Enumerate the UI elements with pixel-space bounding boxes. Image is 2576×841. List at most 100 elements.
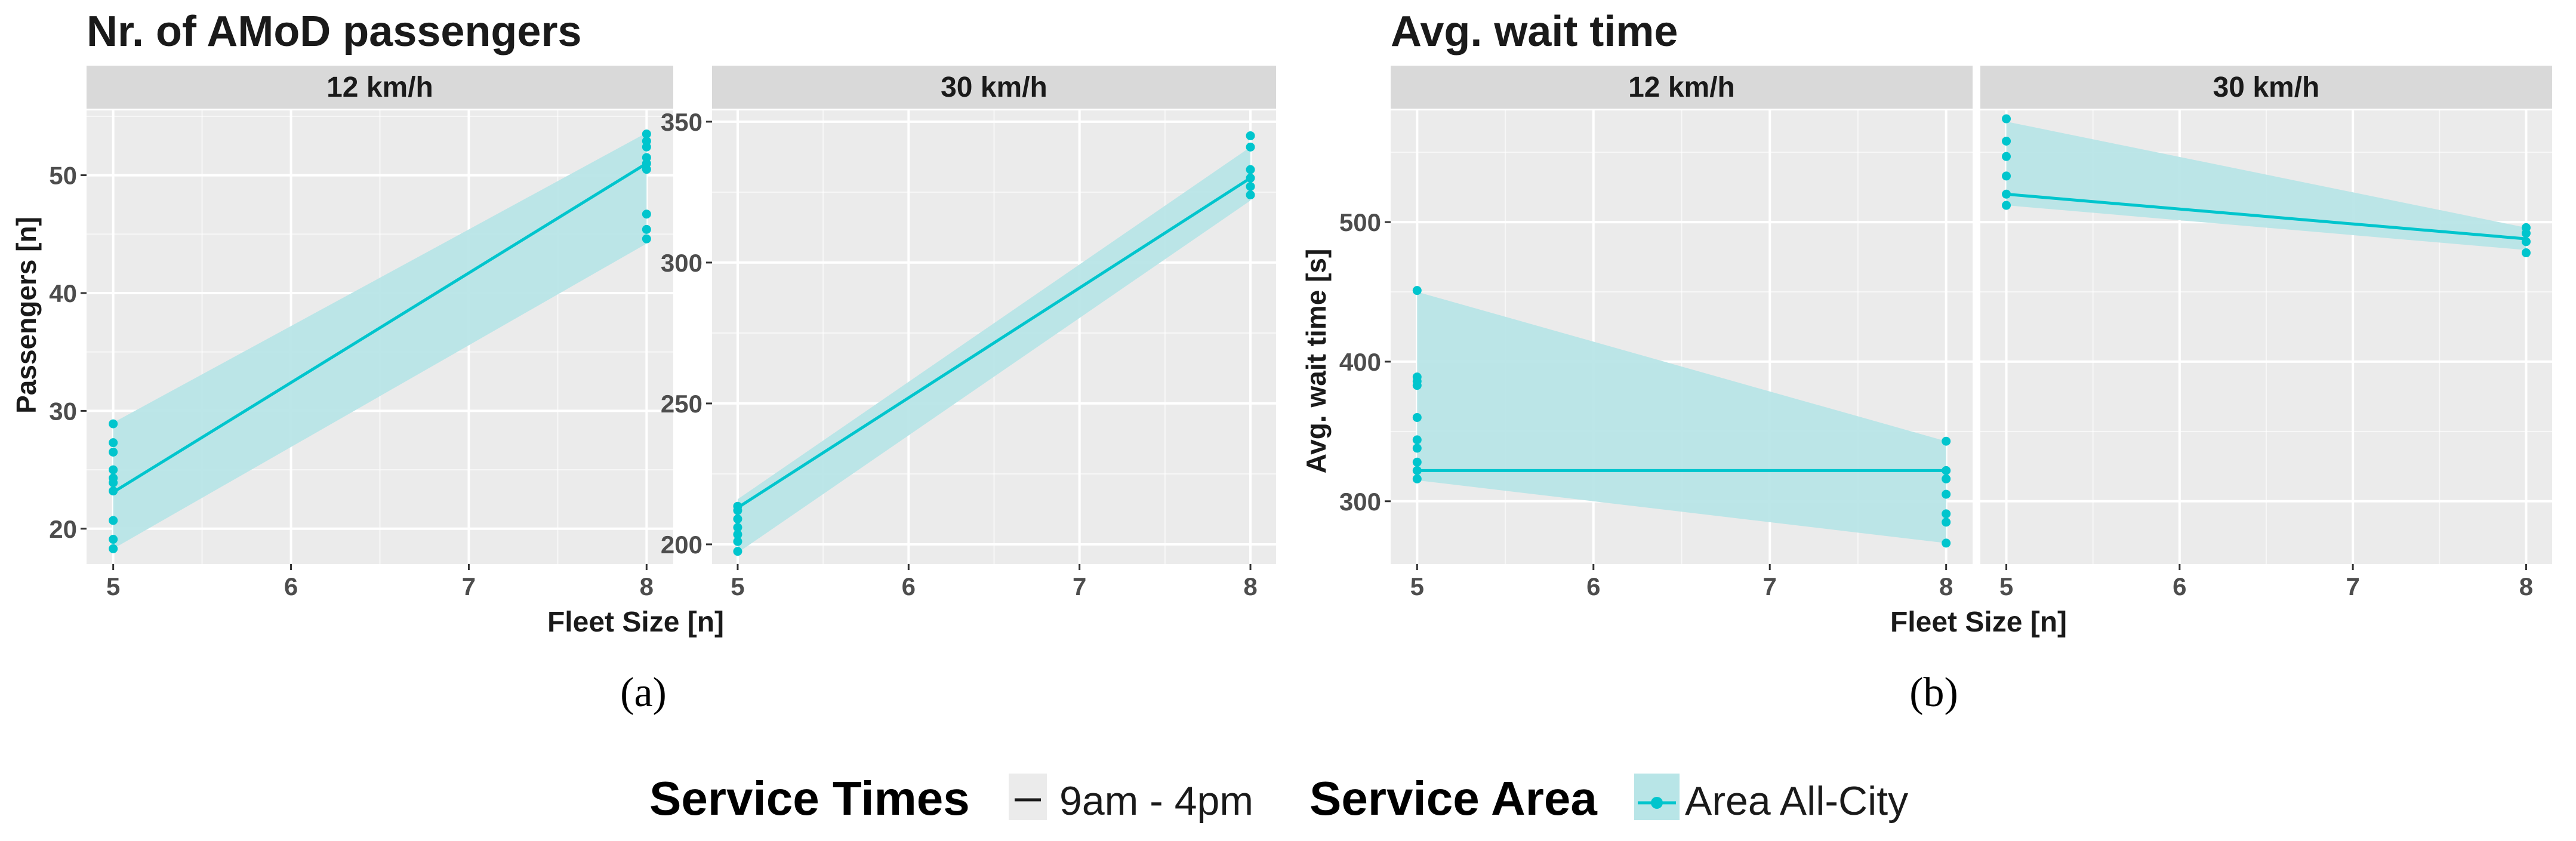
y-tick-label: 40 bbox=[49, 279, 77, 307]
data-point bbox=[733, 523, 742, 532]
data-point bbox=[2002, 189, 2011, 199]
data-point bbox=[1942, 474, 1951, 483]
confidence-ribbon bbox=[1417, 292, 1946, 543]
data-point bbox=[733, 501, 742, 511]
data-point bbox=[642, 129, 651, 138]
figure-b-x-axis-label: Fleet Size [n] bbox=[1890, 606, 2067, 638]
figure-a-y-axis-label: Passengers [n] bbox=[11, 217, 42, 414]
legend-service-area-title: Service Area bbox=[1309, 772, 1597, 825]
data-point bbox=[1942, 436, 1951, 446]
data-point bbox=[1412, 372, 1422, 382]
data-point bbox=[642, 136, 651, 146]
y-tick-label: 500 bbox=[1339, 208, 1381, 236]
data-point bbox=[1412, 443, 1422, 453]
x-tick-label: 5 bbox=[731, 572, 744, 600]
legend-service-area-item: Area All-City bbox=[1685, 778, 1908, 824]
data-point bbox=[1412, 286, 1422, 295]
x-tick-label: 7 bbox=[2346, 572, 2359, 600]
panel-b1: 12 km/h 5 6 7 8 300 400 500 bbox=[1339, 66, 1973, 600]
data-point bbox=[1412, 435, 1422, 445]
y-tick-label: 50 bbox=[49, 162, 77, 190]
x-tick-label: 6 bbox=[902, 572, 916, 600]
data-point bbox=[1412, 474, 1422, 483]
data-point bbox=[2002, 114, 2011, 124]
facet-strip-label: 12 km/h bbox=[326, 72, 433, 103]
y-tick-label: 300 bbox=[1339, 488, 1381, 516]
data-point bbox=[642, 153, 651, 162]
x-tick-label: 5 bbox=[1999, 572, 2013, 600]
data-point bbox=[1246, 142, 1255, 152]
x-tick-label: 7 bbox=[462, 572, 476, 600]
facet-strip bbox=[712, 66, 1276, 109]
legend-service-times-title: Service Times bbox=[649, 772, 970, 825]
figure-a-caption: (a) bbox=[620, 670, 667, 716]
confidence-ribbon bbox=[2006, 121, 2526, 250]
data-point bbox=[1942, 517, 1951, 527]
x-tick-label: 7 bbox=[1073, 572, 1086, 600]
data-point bbox=[1412, 466, 1422, 475]
facet-strip bbox=[1980, 66, 2552, 109]
data-point bbox=[1246, 190, 1255, 200]
facet-strip bbox=[1391, 66, 1973, 109]
data-point bbox=[1942, 538, 1951, 548]
data-point bbox=[109, 465, 118, 475]
panel-b2: 30 km/h 5 6 7 8 bbox=[1980, 66, 2552, 600]
y-tick-label: 300 bbox=[661, 249, 702, 277]
x-tick-label: 6 bbox=[1586, 572, 1600, 600]
data-point bbox=[109, 535, 118, 544]
data-point bbox=[2002, 152, 2011, 161]
data-point bbox=[2002, 136, 2011, 146]
data-point bbox=[2521, 223, 2531, 232]
data-point bbox=[109, 447, 118, 457]
data-point bbox=[1942, 509, 1951, 519]
data-point bbox=[1246, 131, 1255, 140]
y-tick-label: 400 bbox=[1339, 348, 1381, 376]
x-tick-label: 8 bbox=[1243, 572, 1257, 600]
data-point bbox=[109, 486, 118, 496]
facet-strip-label: 30 km/h bbox=[2213, 72, 2320, 103]
facet-strip bbox=[87, 66, 673, 109]
data-point bbox=[1246, 173, 1255, 183]
data-point bbox=[2521, 248, 2531, 258]
x-tick-label: 7 bbox=[1763, 572, 1777, 600]
data-point bbox=[2002, 201, 2011, 210]
figure-b-y-axis-label: Avg. wait time [s] bbox=[1301, 249, 1332, 474]
data-point bbox=[109, 419, 118, 429]
x-tick-label: 5 bbox=[1410, 572, 1424, 600]
y-tick-label: 200 bbox=[661, 531, 702, 559]
data-point bbox=[1246, 181, 1255, 191]
data-point bbox=[2521, 237, 2531, 247]
data-point bbox=[109, 473, 118, 483]
data-point bbox=[642, 234, 651, 244]
data-point bbox=[1942, 466, 1951, 475]
figure-b-title: Avg. wait time bbox=[1391, 8, 1678, 56]
data-point bbox=[1412, 457, 1422, 467]
data-point bbox=[109, 438, 118, 448]
figure-a-title: Nr. of AMoD passengers bbox=[87, 8, 582, 56]
x-tick-label: 6 bbox=[2173, 572, 2186, 600]
data-point bbox=[733, 537, 742, 546]
x-tick-label: 6 bbox=[284, 572, 298, 600]
confidence-ribbon bbox=[113, 133, 647, 549]
legend-series-point-key bbox=[1651, 797, 1663, 809]
data-point bbox=[1246, 165, 1255, 174]
x-tick-label: 8 bbox=[640, 572, 654, 600]
series-line bbox=[737, 177, 1252, 509]
data-point bbox=[1942, 489, 1951, 499]
data-point bbox=[733, 547, 742, 556]
figure-b-caption: (b) bbox=[1909, 670, 1958, 716]
y-tick-label: 20 bbox=[49, 515, 77, 543]
data-point bbox=[109, 516, 118, 525]
data-point bbox=[2002, 171, 2011, 181]
data-point bbox=[642, 210, 651, 219]
facet-strip-label: 30 km/h bbox=[941, 72, 1047, 103]
data-point bbox=[642, 224, 651, 234]
facet-strip-label: 12 km/h bbox=[1628, 72, 1735, 103]
panel-a1: 12 km/h 5 6 7 8 20 30 40 50 bbox=[49, 66, 673, 600]
data-point bbox=[733, 514, 742, 523]
panel-a2: 30 km/h 5 6 7 8 200 250 300 350 bbox=[661, 66, 1276, 600]
legend: Service Times 9am - 4pm Service Area Are… bbox=[649, 772, 1908, 825]
y-tick-label: 250 bbox=[661, 390, 702, 418]
data-point bbox=[1412, 412, 1422, 422]
